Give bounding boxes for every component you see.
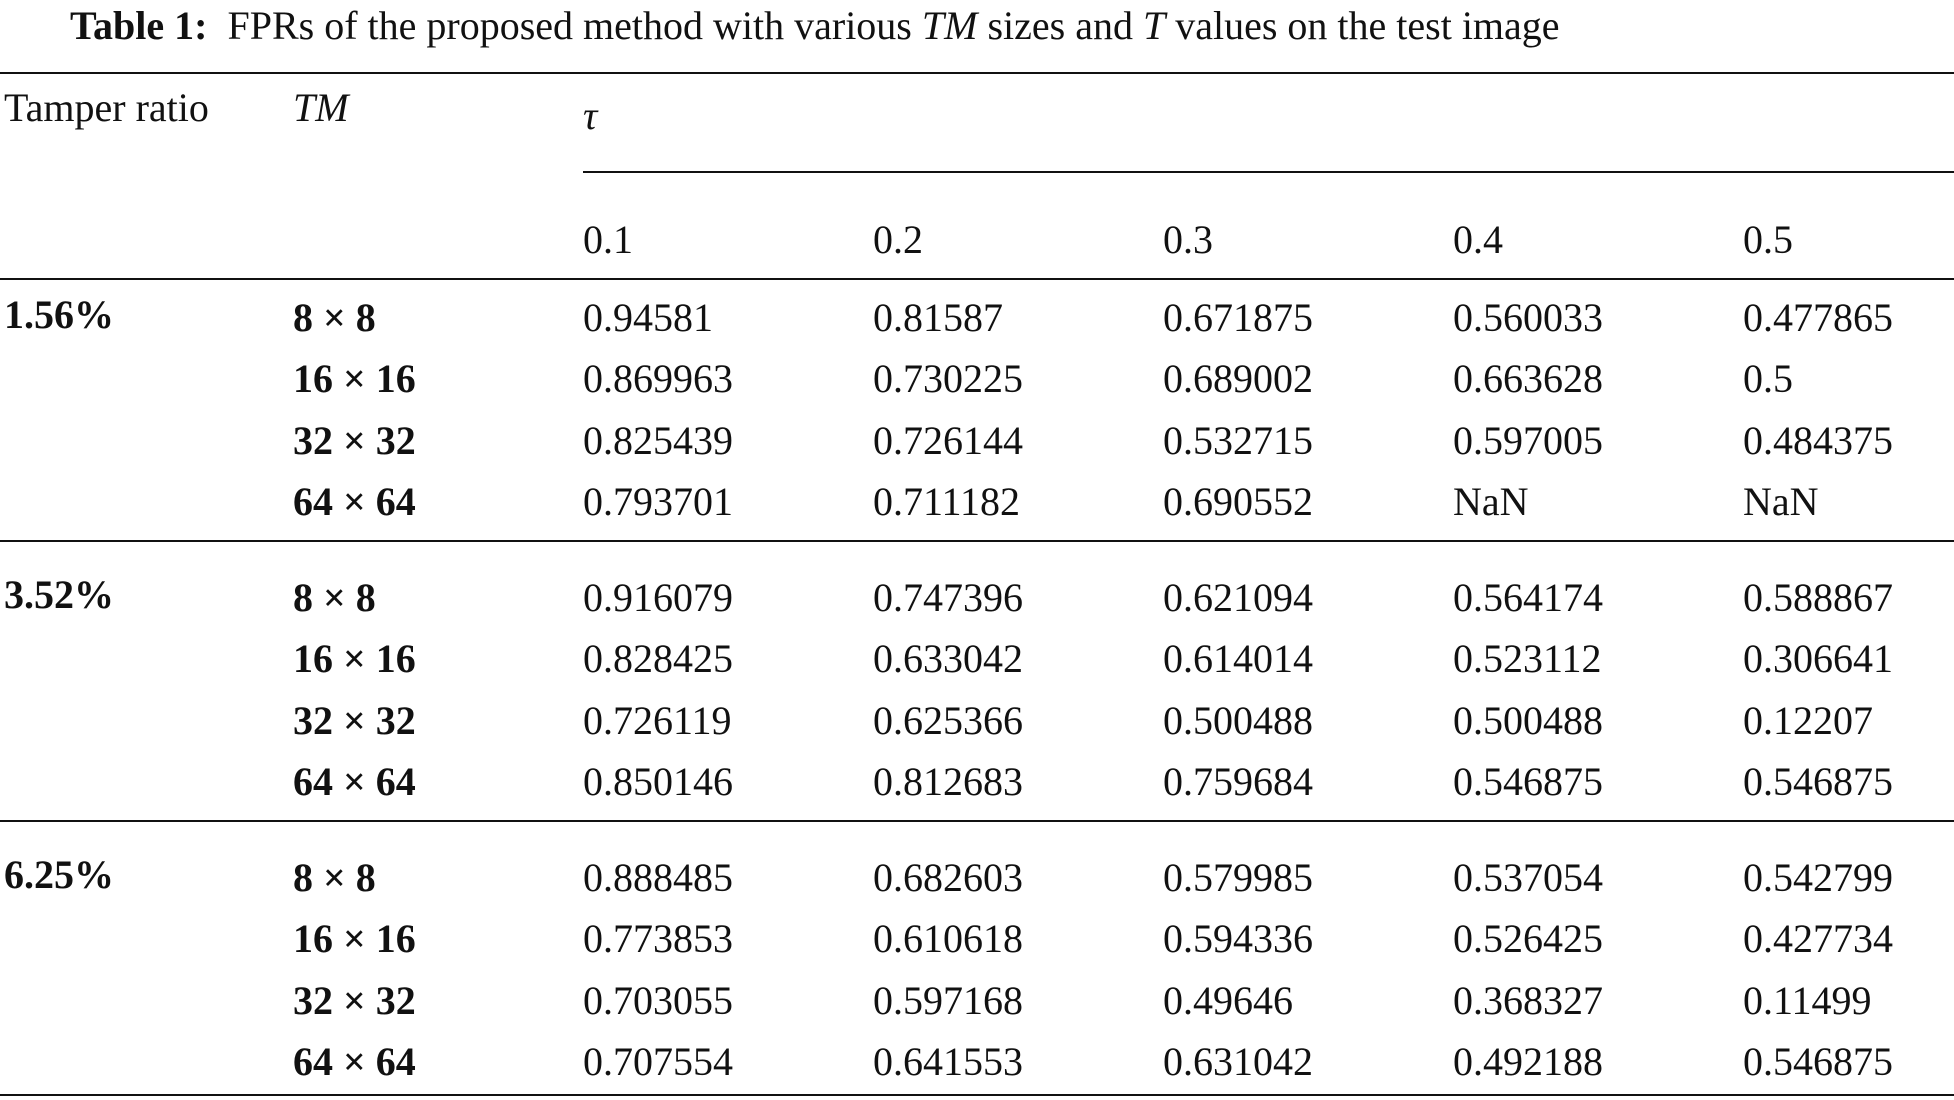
fpr-cell: 0.690552 xyxy=(1163,479,1313,524)
tm-size-label: 8 × 8 xyxy=(293,855,376,900)
fpr-cell: 0.306641 xyxy=(1743,636,1893,681)
fpr-cell: 0.888485 xyxy=(583,855,733,900)
tm-size-label: 64 × 64 xyxy=(293,759,416,804)
tm-size-label: 8 × 8 xyxy=(293,295,376,340)
tamper-ratio-label: 3.52% xyxy=(4,572,114,617)
fpr-cell: 0.537054 xyxy=(1453,855,1603,900)
fpr-cell: 0.5 xyxy=(1743,356,1793,401)
tau-value: 0.4 xyxy=(1453,217,1503,262)
tm-size-label: 16 × 16 xyxy=(293,356,416,401)
fpr-cell: 0.689002 xyxy=(1163,356,1313,401)
tm-size-label: 32 × 32 xyxy=(293,978,416,1023)
fpr-cell: 0.869963 xyxy=(583,356,733,401)
fpr-cell: 0.793701 xyxy=(583,479,733,524)
fpr-cell: 0.81587 xyxy=(873,295,1003,340)
tm-size-label: 32 × 32 xyxy=(293,418,416,463)
fpr-cell: 0.597005 xyxy=(1453,418,1603,463)
fpr-cell: 0.427734 xyxy=(1743,916,1893,961)
fpr-cell: 0.594336 xyxy=(1163,916,1313,961)
tm-size-label: 64 × 64 xyxy=(293,479,416,524)
fpr-cell: 0.532715 xyxy=(1163,418,1313,463)
fpr-cell: 0.12207 xyxy=(1743,698,1873,743)
fpr-cell: 0.492188 xyxy=(1453,1039,1603,1084)
fpr-cell: 0.671875 xyxy=(1163,295,1313,340)
fpr-cell: 0.564174 xyxy=(1453,575,1603,620)
fpr-cell: 0.610618 xyxy=(873,916,1023,961)
tm-size-label: 32 × 32 xyxy=(293,698,416,743)
header-bottom-rule xyxy=(0,278,1954,280)
fpr-cell: NaN xyxy=(1453,479,1529,524)
fpr-cell: 0.825439 xyxy=(583,418,733,463)
caption-text-after: values on the test image xyxy=(1175,3,1560,48)
tm-size-label: 16 × 16 xyxy=(293,916,416,961)
fpr-cell: 0.850146 xyxy=(583,759,733,804)
fpr-cell: 0.368327 xyxy=(1453,978,1603,1023)
tamper-ratio-label: 6.25% xyxy=(4,852,114,897)
table-caption: Table 1: FPRs of the proposed method wit… xyxy=(70,2,1954,50)
fpr-cell: NaN xyxy=(1743,479,1819,524)
fpr-cell: 0.812683 xyxy=(873,759,1023,804)
tamper-ratio-label: 1.56% xyxy=(4,292,114,337)
header-tamper-ratio: Tamper ratio xyxy=(4,85,209,130)
fpr-cell: 0.631042 xyxy=(1163,1039,1313,1084)
fpr-cell: 0.484375 xyxy=(1743,418,1893,463)
fpr-cell: 0.500488 xyxy=(1453,698,1603,743)
fpr-cell: 0.588867 xyxy=(1743,575,1893,620)
fpr-cell: 0.759684 xyxy=(1163,759,1313,804)
tm-size-label: 64 × 64 xyxy=(293,1039,416,1084)
fpr-cell: 0.682603 xyxy=(873,855,1023,900)
fpr-cell: 0.625366 xyxy=(873,698,1023,743)
caption-t: T xyxy=(1142,3,1166,48)
fpr-cell: 0.579985 xyxy=(1163,855,1313,900)
fpr-cell: 0.711182 xyxy=(873,479,1021,524)
group-divider xyxy=(0,820,1954,822)
tau-value: 0.1 xyxy=(583,217,633,262)
fpr-cell: 0.726144 xyxy=(873,418,1023,463)
tau-value: 0.3 xyxy=(1163,217,1213,262)
group-divider xyxy=(0,540,1954,542)
fpr-cell: 0.773853 xyxy=(583,916,733,961)
fpr-cell: 0.560033 xyxy=(1453,295,1603,340)
fpr-cell: 0.641553 xyxy=(873,1039,1023,1084)
fpr-cell: 0.726119 xyxy=(583,698,732,743)
fpr-cell: 0.916079 xyxy=(583,575,733,620)
fpr-cell: 0.542799 xyxy=(1743,855,1893,900)
header-tau: τ xyxy=(583,93,598,138)
tau-rule xyxy=(583,171,1954,173)
top-rule xyxy=(0,72,1954,74)
caption-tm: TM xyxy=(921,3,978,48)
fpr-cell: 0.11499 xyxy=(1743,978,1872,1023)
fpr-cell: 0.633042 xyxy=(873,636,1023,681)
fpr-cell: 0.703055 xyxy=(583,978,733,1023)
fpr-cell: 0.526425 xyxy=(1453,916,1603,961)
tm-size-label: 8 × 8 xyxy=(293,575,376,620)
fpr-cell: 0.546875 xyxy=(1743,1039,1893,1084)
fpr-cell: 0.477865 xyxy=(1743,295,1893,340)
fpr-cell: 0.614014 xyxy=(1163,636,1313,681)
fpr-cell: 0.747396 xyxy=(873,575,1023,620)
tau-value: 0.2 xyxy=(873,217,923,262)
fpr-cell: 0.523112 xyxy=(1453,636,1602,681)
fpr-cell: 0.49646 xyxy=(1163,978,1293,1023)
bottom-rule xyxy=(0,1094,1954,1096)
caption-label: Table 1: xyxy=(70,3,208,48)
fpr-cell: 0.597168 xyxy=(873,978,1023,1023)
fpr-cell: 0.94581 xyxy=(583,295,713,340)
caption-text-before: FPRs of the proposed method with various xyxy=(227,3,912,48)
header-tm: TM xyxy=(293,85,349,130)
fpr-cell: 0.546875 xyxy=(1743,759,1893,804)
tau-value: 0.5 xyxy=(1743,217,1793,262)
fpr-cell: 0.663628 xyxy=(1453,356,1603,401)
fpr-cell: 0.546875 xyxy=(1453,759,1603,804)
fpr-cell: 0.828425 xyxy=(583,636,733,681)
tm-size-label: 16 × 16 xyxy=(293,636,416,681)
fpr-cell: 0.730225 xyxy=(873,356,1023,401)
fpr-cell: 0.707554 xyxy=(583,1039,733,1084)
fpr-cell: 0.621094 xyxy=(1163,575,1313,620)
caption-text-mid: sizes and xyxy=(987,3,1133,48)
fpr-cell: 0.500488 xyxy=(1163,698,1313,743)
